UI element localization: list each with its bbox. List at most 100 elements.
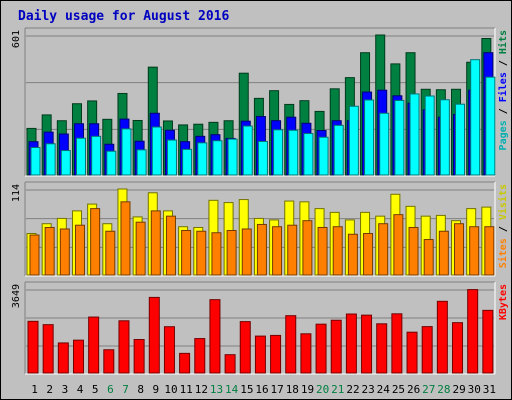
legend-separator: /	[498, 220, 509, 238]
hits-bar-pages	[182, 148, 193, 176]
legend-part-hits: Hits	[497, 30, 509, 54]
visits-bar-sites	[302, 220, 313, 276]
hits-bar-pages	[288, 129, 299, 176]
legend-separator: /	[498, 54, 509, 72]
kbytes-bar-kbytes	[103, 349, 115, 374]
visits-bar-sites	[90, 208, 101, 276]
x-tick-label: 11	[180, 383, 193, 396]
hits-bar-pages	[30, 147, 41, 176]
x-tick-label: 17	[271, 383, 284, 396]
kbytes-bar-kbytes	[406, 331, 418, 374]
visits-bar-sites	[59, 228, 70, 276]
visits-bar-sites	[378, 223, 389, 276]
x-tick-label: 10	[164, 383, 177, 396]
visits-bar-sites	[150, 210, 161, 276]
legend-part-sites: Sites	[497, 238, 509, 268]
x-tick-label: 13	[210, 383, 223, 396]
x-tick-label: 29	[452, 383, 465, 396]
x-tick-label: 9	[153, 383, 160, 396]
x-tick-label: 3	[62, 383, 69, 396]
kbytes-bar-kbytes	[118, 320, 130, 374]
visits-ymax-label: 114	[11, 184, 22, 202]
hits-bar-pages	[121, 128, 132, 176]
hits-bar-pages	[409, 93, 420, 176]
x-tick-label: 22	[346, 383, 359, 396]
legend-separator: /	[498, 102, 509, 120]
x-tick-label: 25	[392, 383, 405, 396]
visits-bar-sites	[317, 226, 328, 276]
legend-part-files: Files	[497, 72, 509, 102]
visits-bar-sites	[29, 234, 40, 276]
kbytes-bar-kbytes	[194, 338, 206, 374]
hits-bar-pages	[439, 99, 450, 176]
hits-ymax-label: 601	[11, 30, 22, 48]
hits-bar-pages	[45, 143, 56, 176]
kbytes-bar-kbytes	[467, 289, 479, 374]
x-tick-label: 27	[422, 383, 435, 396]
hits-bar-pages	[151, 126, 162, 176]
kbytes-bar-kbytes	[270, 334, 282, 374]
kbytes-bar-kbytes	[179, 352, 191, 374]
x-tick-label: 24	[377, 383, 391, 396]
hits-bar-pages	[197, 142, 208, 176]
visits-bar-sites	[438, 230, 449, 276]
kbytes-bar-kbytes	[315, 323, 327, 374]
x-tick-label: 7	[122, 383, 129, 396]
kbytes-bar-kbytes	[133, 339, 145, 374]
kbytes-bar-kbytes	[27, 320, 39, 374]
x-tick-label: 5	[92, 383, 99, 396]
x-tick-label: 19	[301, 383, 314, 396]
legend-part-kbytes: KBytes	[498, 284, 509, 320]
kbytes-bar-kbytes	[300, 333, 312, 374]
x-tick-label: 12	[195, 383, 208, 396]
hits-bar-pages	[303, 133, 314, 176]
hits-bar-pages	[455, 103, 466, 176]
visits-bar-sites	[256, 223, 267, 276]
kbytes-bar-kbytes	[148, 296, 160, 374]
visits-bar-sites	[347, 233, 358, 276]
hits-bar-pages	[485, 76, 496, 176]
legend-part-pages: Pages	[498, 120, 509, 150]
hits-bar-pages	[470, 59, 481, 176]
hits-bar-pages	[348, 105, 359, 176]
hits-bar-pages	[91, 135, 102, 176]
visits-bar-sites	[423, 239, 434, 276]
kbytes-bar-kbytes	[72, 339, 84, 374]
x-tick-label: 16	[255, 383, 268, 396]
visits-legend-label: Sites / Visits	[497, 184, 509, 268]
kbytes-bar-kbytes	[391, 313, 403, 374]
visits-bar-sites	[44, 226, 55, 276]
kbytes-bar-kbytes	[436, 300, 448, 374]
kbytes-bar-kbytes	[330, 319, 342, 374]
hits-legend-label: Pages / Files / Hits	[497, 30, 509, 150]
kbytes-bar-kbytes	[57, 342, 69, 374]
hits-bar-pages	[273, 129, 284, 176]
visits-bar-sites	[287, 224, 298, 276]
x-tick-label: 31	[483, 383, 496, 396]
x-tick-label: 2	[46, 383, 53, 396]
kbytes-legend-label: KBytes	[498, 284, 509, 320]
hits-bar-pages	[379, 112, 390, 176]
kbytes-bar-kbytes	[285, 315, 297, 374]
hits-bar-pages	[212, 140, 223, 176]
kbytes-bar-kbytes	[209, 299, 221, 374]
visits-bar-sites	[332, 226, 343, 276]
visits-bar-sites	[469, 226, 480, 276]
hits-bar-pages	[60, 150, 71, 176]
visits-bar-sites	[272, 226, 283, 276]
hits-bar-pages	[424, 95, 435, 176]
kbytes-bar-kbytes	[421, 326, 433, 374]
x-tick-label: 20	[316, 383, 329, 396]
x-tick-label: 18	[286, 383, 299, 396]
hits-bar-pages	[242, 125, 253, 176]
x-tick-label: 21	[331, 383, 344, 396]
x-tick-label: 15	[240, 383, 253, 396]
hits-bar-pages	[364, 99, 375, 176]
x-tick-label: 1	[31, 383, 38, 396]
visits-bar-sites	[211, 232, 222, 276]
x-tick-label: 30	[468, 383, 481, 396]
visits-bar-sites	[363, 233, 374, 276]
kbytes-bar-kbytes	[482, 309, 494, 374]
hits-bar-pages	[227, 138, 238, 176]
kbytes-bar-kbytes	[361, 314, 373, 374]
